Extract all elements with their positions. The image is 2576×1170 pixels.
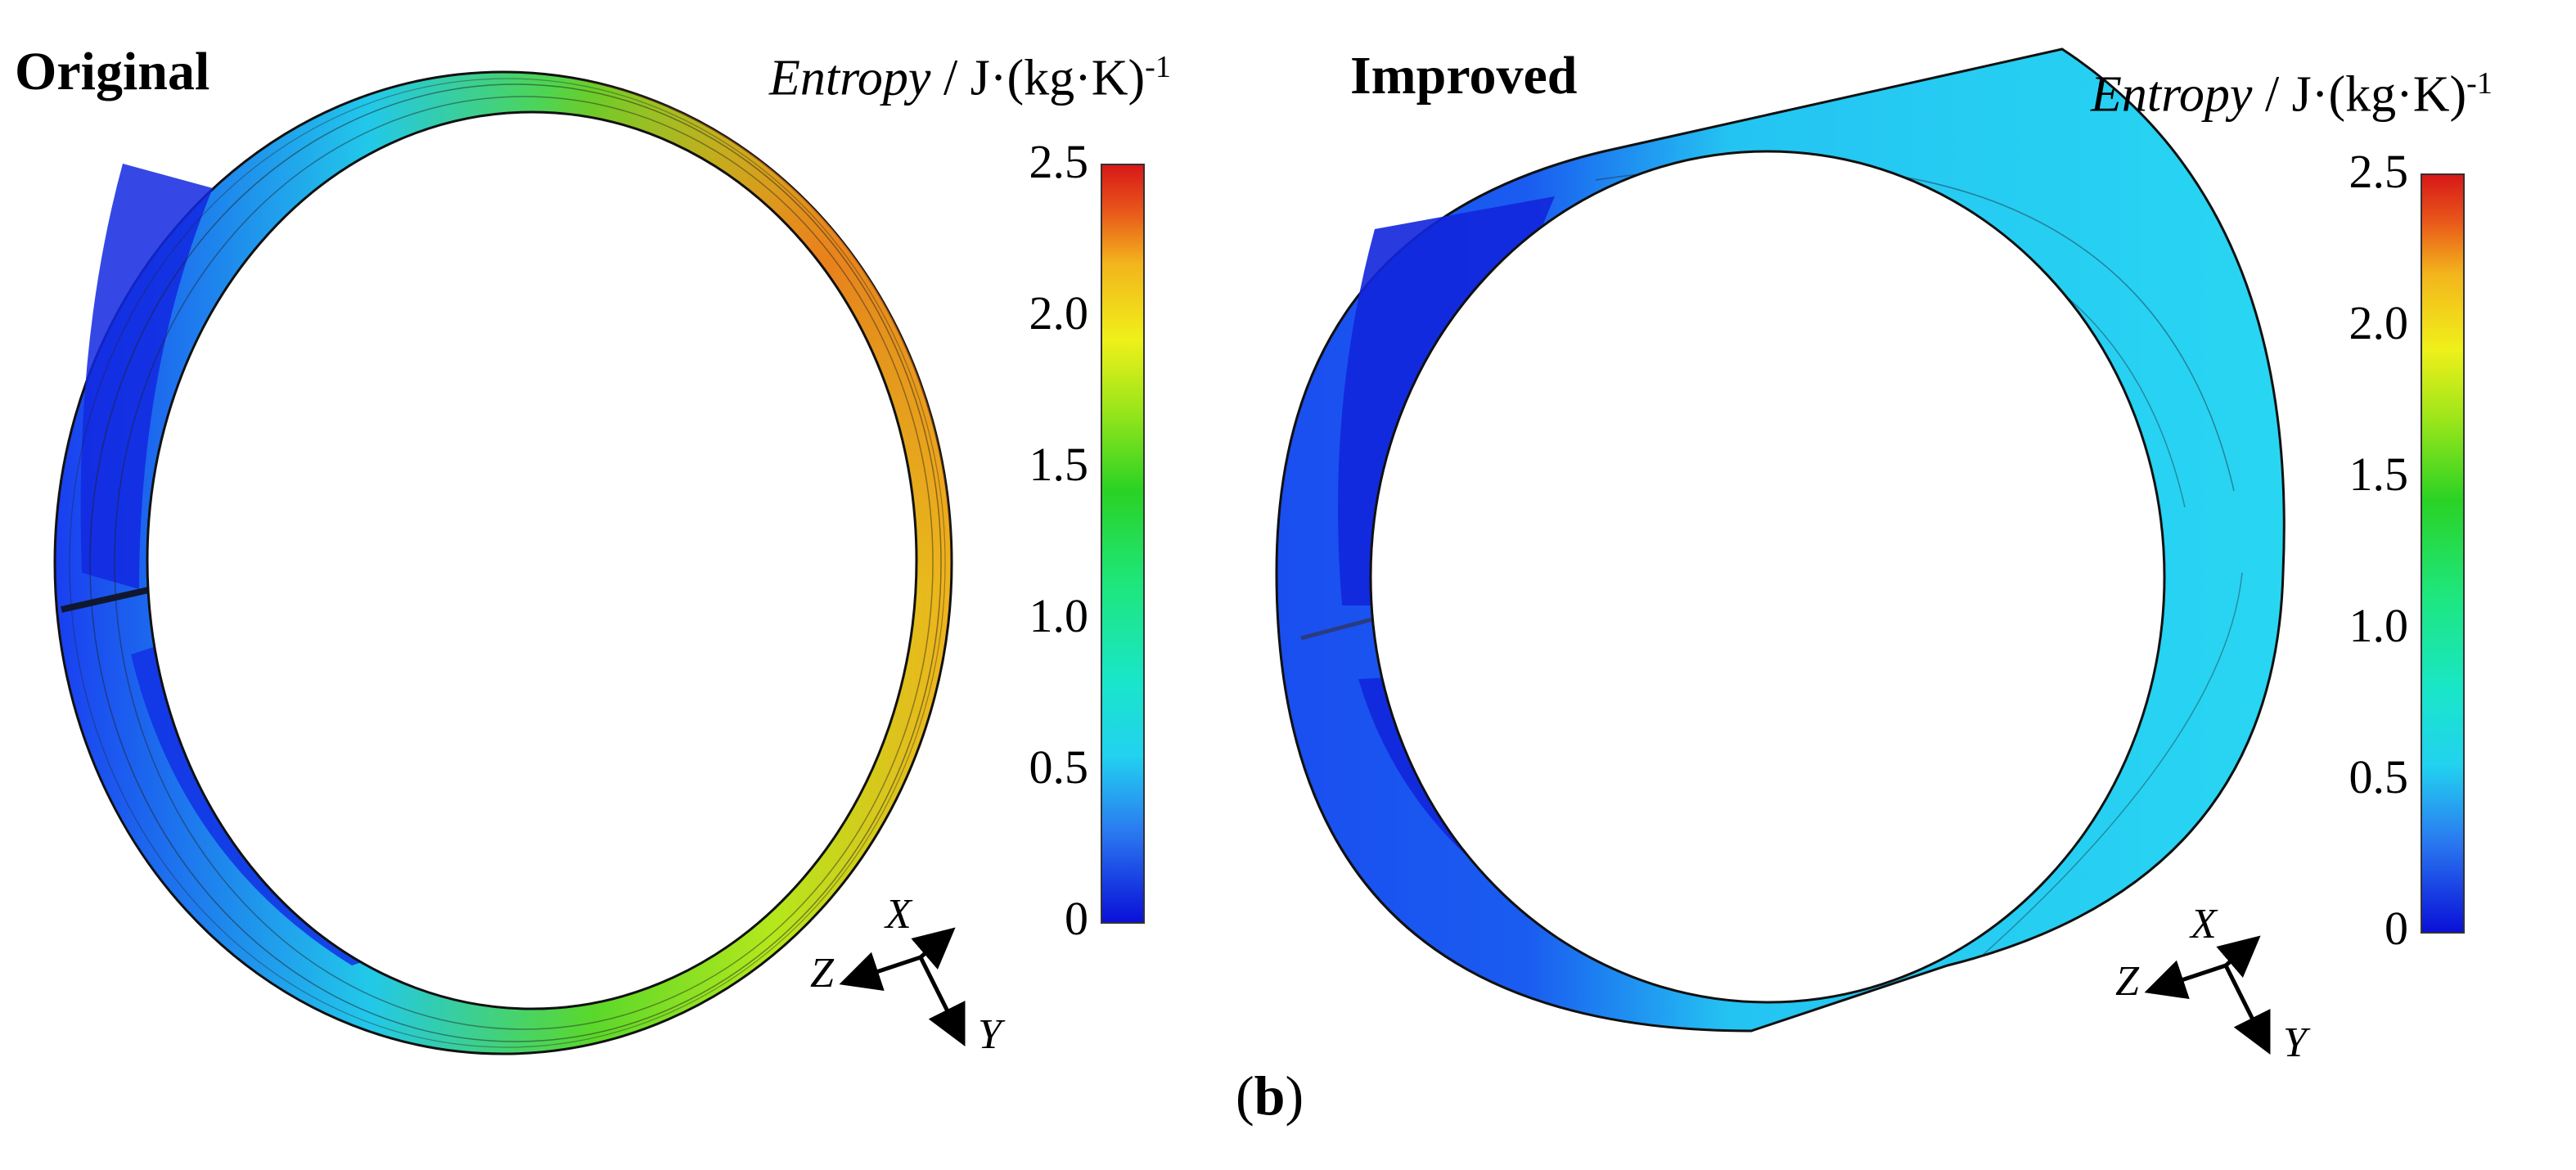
- colorbar-tick-label: 0: [2385, 902, 2408, 955]
- colorbar-tick-label: 1.5: [1029, 438, 1089, 491]
- colorbar-improved: [2421, 173, 2465, 934]
- colorbar-label-unit: / J·(kg·K): [930, 50, 1146, 106]
- z-axis-label-improved: Z: [2115, 958, 2139, 1005]
- colorbar-tick-label: 2.0: [2349, 296, 2409, 349]
- colorbar-original: [1101, 164, 1145, 924]
- axis-triad-improved: [2144, 935, 2271, 1055]
- z-axis-arrow: [839, 952, 921, 992]
- colorbar-tick-label: 0.5: [2349, 750, 2409, 803]
- colorbar-tick-label: 2.0: [1029, 286, 1089, 340]
- colorbar-tick-label: 0: [1065, 892, 1088, 945]
- ring-contour-improved: [1275, 47, 2286, 1033]
- colorbar-tick-label: 2.5: [1029, 135, 1089, 188]
- subfigure-label: (b): [1236, 1064, 1304, 1128]
- colorbar-tick-label: 1.5: [2349, 448, 2409, 501]
- colorbar-tick-label: 1.0: [1029, 589, 1089, 642]
- subfigure-label-open: (: [1236, 1064, 1254, 1127]
- colorbar-label-unit: / J·(kg·K): [2252, 66, 2467, 123]
- z-axis-arrow: [2144, 960, 2227, 1000]
- colorbar-label-quantity: Entropy: [769, 50, 931, 106]
- x-axis-label-improved: X: [2191, 901, 2217, 947]
- z-axis-label-original: Z: [810, 950, 834, 997]
- colorbar-tick-label: 0.5: [1029, 740, 1089, 794]
- x-axis-arrow: [2216, 935, 2261, 979]
- ring-contour-original: [53, 70, 953, 1055]
- y-axis-arrow: [2223, 964, 2271, 1055]
- x-axis-label-original: X: [885, 891, 912, 938]
- y-axis-label-original: Y: [978, 1011, 1002, 1058]
- colorbar-title-original: Entropy / J·(kg·K)-1: [769, 49, 1171, 108]
- panel-title-improved: Improved: [1350, 46, 1578, 106]
- subfigure-label-close: ): [1285, 1064, 1304, 1127]
- colorbar-tick-label: 1.0: [2349, 599, 2409, 652]
- panel-title-original: Original: [15, 42, 210, 101]
- y-axis-arrow: [918, 956, 966, 1046]
- axis-triad-original: [839, 927, 966, 1046]
- colorbar-label-exponent: -1: [1145, 50, 1171, 84]
- y-axis-label-improved: Y: [2283, 1019, 2307, 1066]
- colorbar-label-exponent: -1: [2466, 66, 2493, 101]
- x-axis-arrow: [911, 927, 956, 970]
- colorbar-tick-label: 2.5: [2349, 145, 2409, 198]
- subfigure-label-letter: b: [1254, 1064, 1286, 1127]
- colorbar-label-quantity: Entropy: [2091, 66, 2253, 123]
- colorbar-title-improved: Entropy / J·(kg·K)-1: [2091, 65, 2493, 124]
